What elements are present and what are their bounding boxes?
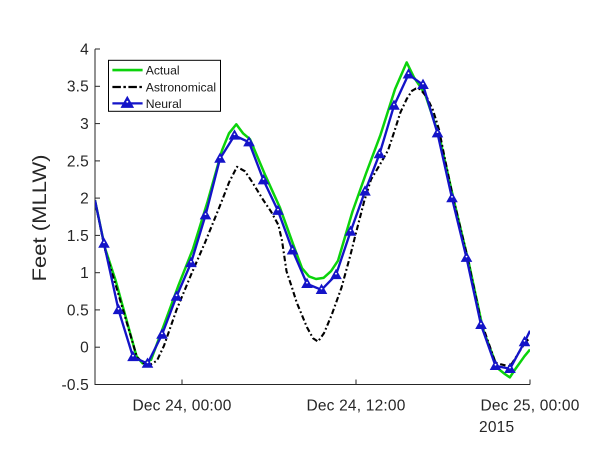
svg-text:2: 2 [80,191,89,208]
svg-text:1.5: 1.5 [67,228,89,245]
svg-text:2.5: 2.5 [67,153,89,170]
svg-text:Dec 25, 00:00: Dec 25, 00:00 [480,398,579,415]
svg-text:Feet (MLLW): Feet (MLLW) [30,155,51,282]
svg-text:Dec 24, 12:00: Dec 24, 12:00 [306,398,405,415]
svg-text:Actual: Actual [146,64,180,78]
svg-text:Neural: Neural [146,97,182,111]
svg-text:3.5: 3.5 [67,79,89,96]
svg-text:0: 0 [80,340,89,357]
svg-text:3: 3 [80,116,89,133]
svg-text:0.5: 0.5 [67,302,89,319]
svg-text:Astronomical: Astronomical [146,80,216,94]
svg-text:-0.5: -0.5 [61,377,89,394]
svg-text:4: 4 [80,41,89,58]
svg-text:Dec 24, 00:00: Dec 24, 00:00 [132,398,231,415]
svg-text:2015: 2015 [479,419,514,436]
svg-text:1: 1 [80,265,89,282]
